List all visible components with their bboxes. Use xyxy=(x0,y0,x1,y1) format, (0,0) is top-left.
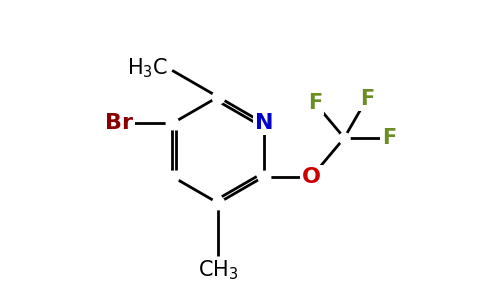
Text: O: O xyxy=(302,167,321,187)
Text: N: N xyxy=(255,113,273,134)
Text: F: F xyxy=(360,89,374,109)
Text: $\mathsf{H_3C}$: $\mathsf{H_3C}$ xyxy=(127,56,168,80)
Text: F: F xyxy=(382,128,396,148)
Text: Br: Br xyxy=(105,113,133,134)
Text: $\mathsf{CH_3}$: $\mathsf{CH_3}$ xyxy=(198,259,238,282)
Text: F: F xyxy=(308,93,322,113)
